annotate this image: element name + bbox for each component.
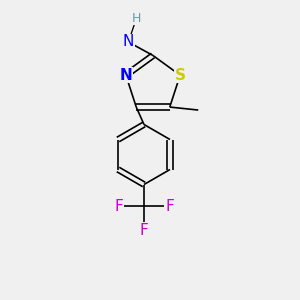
Text: S: S bbox=[175, 68, 186, 83]
Text: F: F bbox=[165, 199, 174, 214]
Text: N: N bbox=[119, 68, 132, 83]
Text: F: F bbox=[140, 223, 148, 238]
Text: H: H bbox=[132, 11, 141, 25]
Text: F: F bbox=[114, 199, 123, 214]
Text: N: N bbox=[123, 34, 134, 50]
